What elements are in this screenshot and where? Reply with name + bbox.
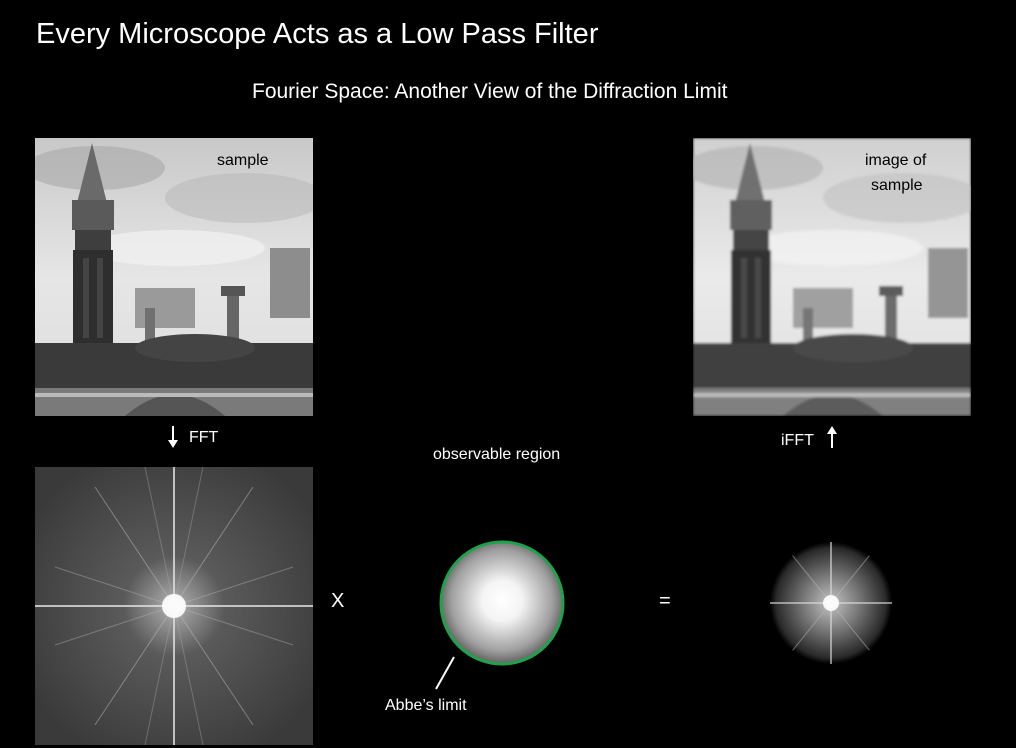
sample-image <box>35 138 313 416</box>
arrow-up-icon <box>825 425 839 454</box>
sample-label: sample <box>217 152 269 169</box>
abbe-limit-ring <box>439 540 565 666</box>
arrow-down-icon <box>166 425 180 454</box>
observable-region-circle <box>436 537 568 674</box>
slide-subtitle: Fourier Space: Another View of the Diffr… <box>252 80 728 103</box>
slide-title: Every Microscope Acts as a Low Pass Filt… <box>36 18 599 50</box>
observable-region-label: observable region <box>433 446 561 463</box>
filtered-spectrum-image <box>768 540 894 671</box>
fft-label: FFT <box>189 429 219 446</box>
fourier-spectrum-image <box>35 467 313 745</box>
equals-symbol: = <box>659 590 671 612</box>
ifft-label: iFFT <box>781 432 814 449</box>
image-of-sample-label-line1: image of <box>865 152 927 169</box>
abbe-limit-label: Abbe’s limit <box>385 697 467 714</box>
filtered-image <box>693 138 971 416</box>
multiply-symbol: X <box>331 590 345 612</box>
abbe-pointer-line <box>432 655 462 696</box>
image-of-sample-label-line2: sample <box>871 177 923 194</box>
